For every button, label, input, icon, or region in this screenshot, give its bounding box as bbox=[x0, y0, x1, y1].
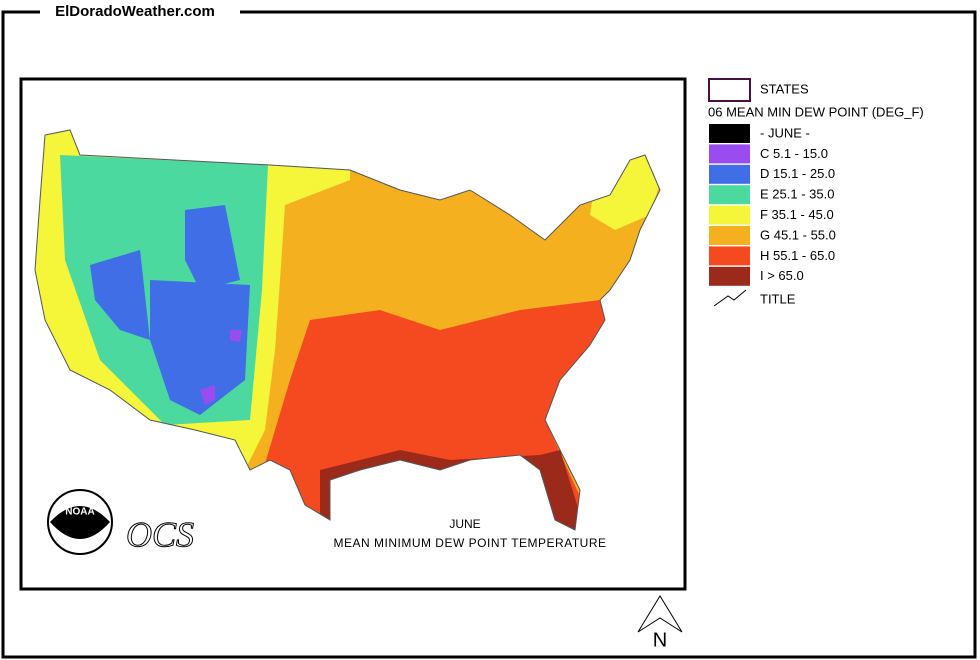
layer-title: 06 MEAN MIN DEW POINT (DEG_F) bbox=[708, 104, 924, 119]
outer-frame bbox=[1, 10, 977, 659]
us-outline bbox=[34, 129, 661, 531]
site-name: ElDoradoWeather.com bbox=[55, 3, 215, 20]
states-swatch bbox=[708, 78, 751, 102]
legend-swatch bbox=[709, 185, 750, 205]
legend-label: E 25.1 - 35.0 bbox=[760, 187, 834, 202]
legend-label: I > 65.0 bbox=[760, 268, 804, 283]
title-label: TITLE bbox=[760, 291, 796, 306]
states-label: STATES bbox=[760, 81, 809, 96]
legend-label: - JUNE - bbox=[760, 125, 810, 140]
legend-label: G 45.1 - 55.0 bbox=[760, 227, 836, 242]
legend-swatch bbox=[709, 226, 750, 245]
legend-swatch bbox=[709, 266, 750, 286]
caption-month: JUNE bbox=[449, 517, 480, 531]
logo-bird bbox=[50, 506, 110, 539]
compass-label: N bbox=[653, 629, 667, 651]
legend-swatch bbox=[709, 205, 750, 225]
title-icon bbox=[713, 289, 747, 307]
legend-items: - JUNE - C 5.1 - 15.0 D 15.1 - 25.0 E 25.1 … bbox=[709, 124, 836, 286]
logo-text: NOAA bbox=[65, 507, 94, 518]
legend-swatch bbox=[709, 124, 750, 143]
legend-swatch bbox=[709, 164, 750, 184]
legend-swatch bbox=[709, 144, 750, 164]
agency: OCS bbox=[126, 514, 194, 554]
legend-label: C 5.1 - 15.0 bbox=[760, 146, 828, 161]
caption-title: MEAN MINIMUM DEW POINT TEMPERATURE bbox=[333, 536, 606, 550]
legend-label: D 15.1 - 25.0 bbox=[760, 166, 835, 181]
legend-label: H 55.1 - 65.0 bbox=[760, 248, 835, 263]
legend-swatch bbox=[709, 246, 750, 266]
compass-arrow bbox=[637, 595, 683, 633]
legend-label: F 35.1 - 45.0 bbox=[760, 207, 834, 222]
